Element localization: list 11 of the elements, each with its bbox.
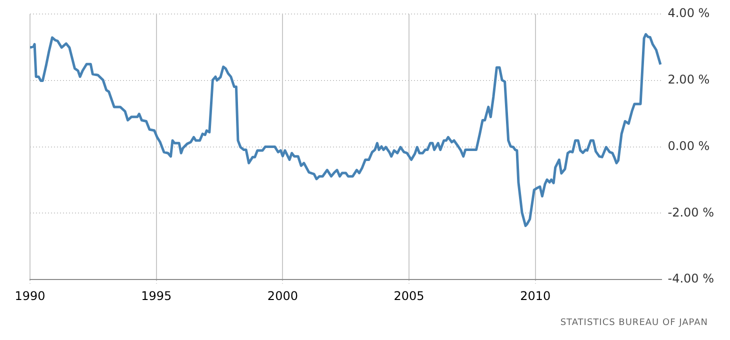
y-tick-label: -2.00 % bbox=[668, 205, 714, 220]
y-tick-label: 4.00 % bbox=[668, 6, 710, 20]
x-tick-label: 2000 bbox=[267, 288, 298, 303]
x-tick-label: 2005 bbox=[394, 288, 424, 303]
text: STATISTICS BUREAU OF JAPAN bbox=[560, 318, 708, 328]
x-tick-label: 1990 bbox=[14, 288, 46, 303]
y-tick-label: 0.00 % bbox=[668, 138, 710, 153]
x-tick-label: 2010 bbox=[520, 288, 551, 303]
x-tick-label: 1995 bbox=[141, 288, 172, 303]
y-tick-label: 2.00 % bbox=[668, 72, 710, 87]
y-tick-label: -4.00 % bbox=[668, 272, 714, 286]
